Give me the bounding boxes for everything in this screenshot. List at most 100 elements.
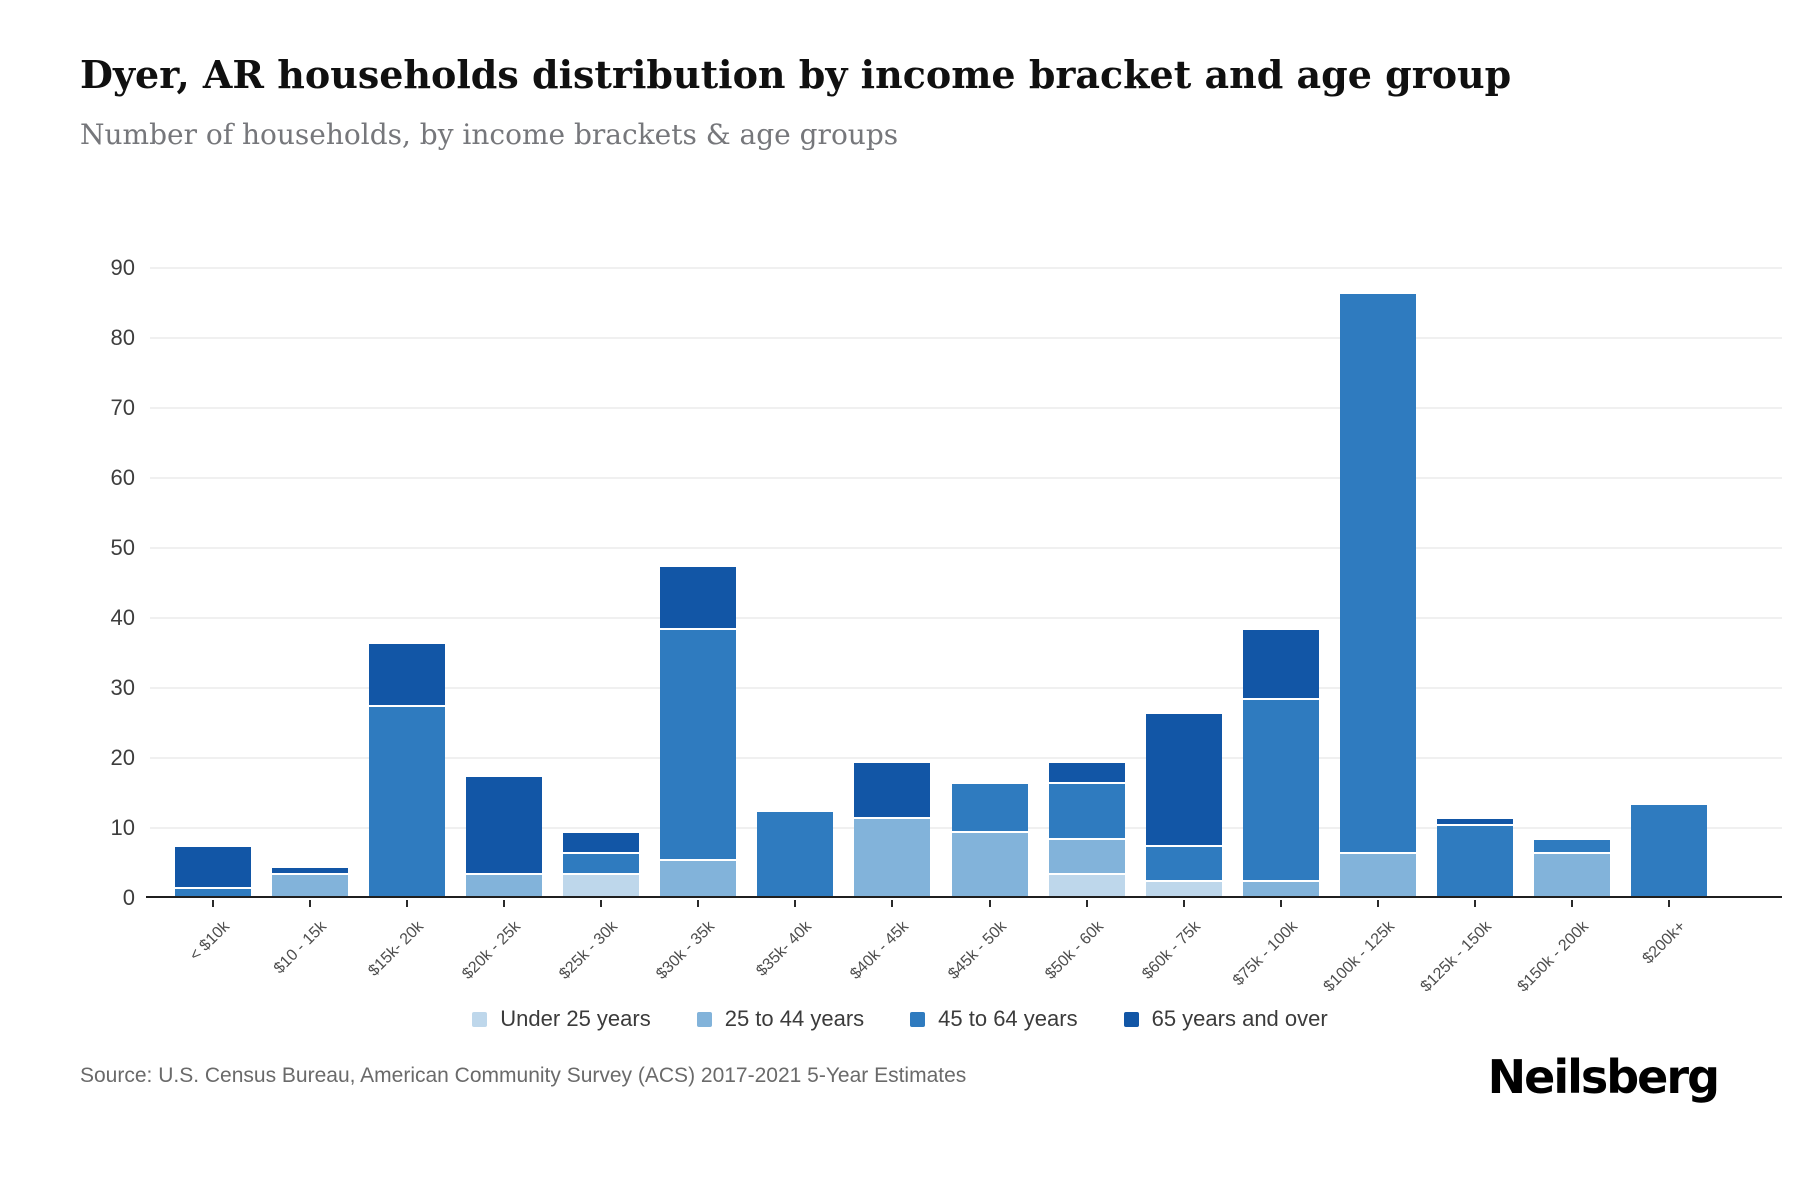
bar-segment[interactable] bbox=[1048, 875, 1125, 896]
bar-segment[interactable] bbox=[1437, 819, 1514, 826]
bar-segment[interactable] bbox=[563, 854, 640, 875]
x-tick bbox=[988, 900, 991, 907]
x-tick bbox=[308, 900, 311, 907]
bar-segment[interactable] bbox=[174, 889, 251, 896]
stacked-bar-$25k - 30k bbox=[563, 833, 640, 896]
bar-segment[interactable] bbox=[854, 763, 931, 819]
x-tick bbox=[1377, 900, 1380, 907]
bar-segment[interactable] bbox=[174, 847, 251, 889]
bar-slot-0 bbox=[164, 268, 261, 896]
bar-slot-14 bbox=[1524, 268, 1621, 896]
bar-segment[interactable] bbox=[1340, 854, 1417, 896]
bar-slot-3 bbox=[455, 268, 552, 896]
bar-segment[interactable] bbox=[1242, 630, 1319, 700]
x-tick-label: $50k - 60k bbox=[1041, 918, 1107, 983]
x-tick-label: < $10k bbox=[186, 918, 233, 965]
stacked-bar-< $10k bbox=[174, 847, 251, 896]
gridline-90 bbox=[150, 267, 1782, 269]
bar-segment[interactable] bbox=[951, 833, 1028, 896]
bar-slot-8 bbox=[941, 268, 1038, 896]
legend-label: 45 to 64 years bbox=[938, 1006, 1078, 1031]
bar-slot-1 bbox=[261, 268, 358, 896]
bar-segment[interactable] bbox=[271, 875, 348, 896]
source-note: Source: U.S. Census Bureau, American Com… bbox=[80, 1064, 967, 1087]
stacked-bar-$20k - 25k bbox=[465, 777, 542, 896]
x-tick bbox=[891, 900, 894, 907]
legend-label: 65 years and over bbox=[1151, 1006, 1328, 1031]
bar-slot-11 bbox=[1232, 268, 1329, 896]
bar-segment[interactable] bbox=[1534, 840, 1611, 854]
chart-subtitle: Number of households, by income brackets… bbox=[80, 118, 899, 151]
bar-segment[interactable] bbox=[563, 875, 640, 896]
x-tick bbox=[794, 900, 797, 907]
x-tick bbox=[211, 900, 214, 907]
x-tick-label: $25k - 30k bbox=[556, 918, 622, 983]
bar-slot-7 bbox=[844, 268, 941, 896]
x-tick bbox=[1474, 900, 1477, 907]
bar-segment[interactable] bbox=[1048, 763, 1125, 784]
bar-segment[interactable] bbox=[1534, 854, 1611, 896]
stacked-bar-$125k - 150k bbox=[1437, 819, 1514, 896]
bar-segment[interactable] bbox=[1631, 805, 1708, 896]
x-tick bbox=[1279, 900, 1282, 907]
bar-segment[interactable] bbox=[1242, 700, 1319, 882]
bar-segment[interactable] bbox=[1242, 882, 1319, 896]
stacked-bar-$30k - 35k bbox=[660, 567, 737, 896]
x-tick-label: $10 - 15k bbox=[270, 918, 330, 978]
gridline-60 bbox=[150, 477, 1782, 479]
bar-segment[interactable] bbox=[1145, 847, 1222, 882]
bar-segment[interactable] bbox=[271, 868, 348, 875]
bar-segment[interactable] bbox=[368, 707, 445, 896]
bar-segment[interactable] bbox=[1437, 826, 1514, 896]
y-tick-label-60: 60 bbox=[110, 465, 135, 490]
plot-area: 0 10 20 30 40 50 60 70 80 90 < $10k $10 - 15k $15k-… bbox=[111, 257, 1782, 995]
legend-item-Under 25 years[interactable]: Under 25 years bbox=[472, 1006, 651, 1032]
bar-segment[interactable] bbox=[854, 819, 931, 896]
x-tick-label: $35k- 40k bbox=[753, 918, 816, 980]
neilsberg-logo: Neilsberg bbox=[1487, 1050, 1720, 1104]
bar-segment[interactable] bbox=[1145, 882, 1222, 896]
bar-segment[interactable] bbox=[1048, 784, 1125, 840]
y-tick-label-30: 30 bbox=[110, 675, 135, 700]
gridline-20 bbox=[150, 757, 1782, 759]
bar-slot-13 bbox=[1427, 268, 1524, 896]
x-tick-label: $60k - 75k bbox=[1138, 918, 1204, 983]
bar-slot-6 bbox=[747, 268, 844, 896]
x-tick-label: $125k - 150k bbox=[1417, 918, 1496, 996]
y-tick-label-0: 0 bbox=[122, 885, 135, 910]
bar-segment[interactable] bbox=[660, 567, 737, 630]
gridline-50 bbox=[150, 547, 1782, 549]
bar-segment[interactable] bbox=[660, 861, 737, 896]
x-tick bbox=[405, 900, 408, 907]
x-tick bbox=[1085, 900, 1088, 907]
legend-item-25 to 44 years[interactable]: 25 to 44 years bbox=[696, 1006, 865, 1032]
y-tick-label-70: 70 bbox=[110, 395, 135, 420]
bar-slot-4 bbox=[553, 268, 650, 896]
legend-item-65 years and over[interactable]: 65 years and over bbox=[1123, 1006, 1328, 1032]
x-tick-label: $150k - 200k bbox=[1514, 918, 1593, 996]
bar-segment[interactable] bbox=[465, 875, 542, 896]
stacked-bar-$40k - 45k bbox=[854, 763, 931, 896]
legend-swatch-icon bbox=[910, 1011, 926, 1027]
bar-segment[interactable] bbox=[1048, 840, 1125, 875]
bar-segment[interactable] bbox=[465, 777, 542, 875]
gridline-70 bbox=[150, 407, 1782, 409]
x-tick bbox=[502, 900, 505, 907]
bar-segment[interactable] bbox=[757, 812, 834, 896]
bar-segment[interactable] bbox=[1340, 294, 1417, 854]
x-tick-label: $30k - 35k bbox=[653, 918, 719, 983]
bar-segment[interactable] bbox=[951, 784, 1028, 833]
legend-label: 25 to 44 years bbox=[724, 1006, 865, 1031]
bar-segment[interactable] bbox=[660, 630, 737, 861]
bar-slot-12 bbox=[1330, 268, 1427, 896]
legend-item-45 to 64 years[interactable]: 45 to 64 years bbox=[910, 1006, 1078, 1032]
stacked-bar-$150k - 200k bbox=[1534, 840, 1611, 896]
bar-segment[interactable] bbox=[1145, 714, 1222, 847]
bar-segment[interactable] bbox=[368, 644, 445, 707]
legend-swatch-icon bbox=[1123, 1011, 1139, 1027]
stacked-bar-$35k- 40k bbox=[757, 812, 834, 896]
bar-slot-15 bbox=[1621, 268, 1718, 896]
stacked-bar-$75k - 100k bbox=[1242, 630, 1319, 896]
bar-segment[interactable] bbox=[563, 833, 640, 854]
x-tick-label: $15k- 20k bbox=[365, 918, 427, 980]
